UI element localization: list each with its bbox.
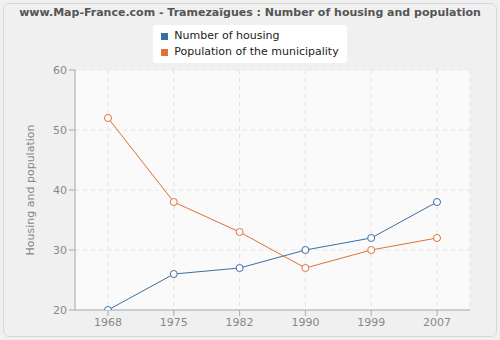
svg-text:Housing and population: Housing and population <box>24 125 37 256</box>
svg-text:50: 50 <box>53 124 67 137</box>
svg-text:60: 60 <box>53 64 67 77</box>
svg-text:1990: 1990 <box>291 316 319 329</box>
svg-text:1999: 1999 <box>357 316 385 329</box>
html-text:Number of housing: Number of housing <box>174 29 280 42</box>
svg-text:20: 20 <box>53 304 67 317</box>
svg-text:1982: 1982 <box>226 316 254 329</box>
svg-text:1968: 1968 <box>94 316 122 329</box>
svg-text:1975: 1975 <box>160 316 188 329</box>
svg-text:40: 40 <box>53 184 67 197</box>
html-text:www.Map-France.com - Tramezaïg: www.Map-France.com - Tramezaïgues : Numb… <box>19 6 481 19</box>
svg-text:2007: 2007 <box>423 316 451 329</box>
html-text:Population of the municipality: Population of the municipality <box>174 45 339 58</box>
svg-text:30: 30 <box>53 244 67 257</box>
